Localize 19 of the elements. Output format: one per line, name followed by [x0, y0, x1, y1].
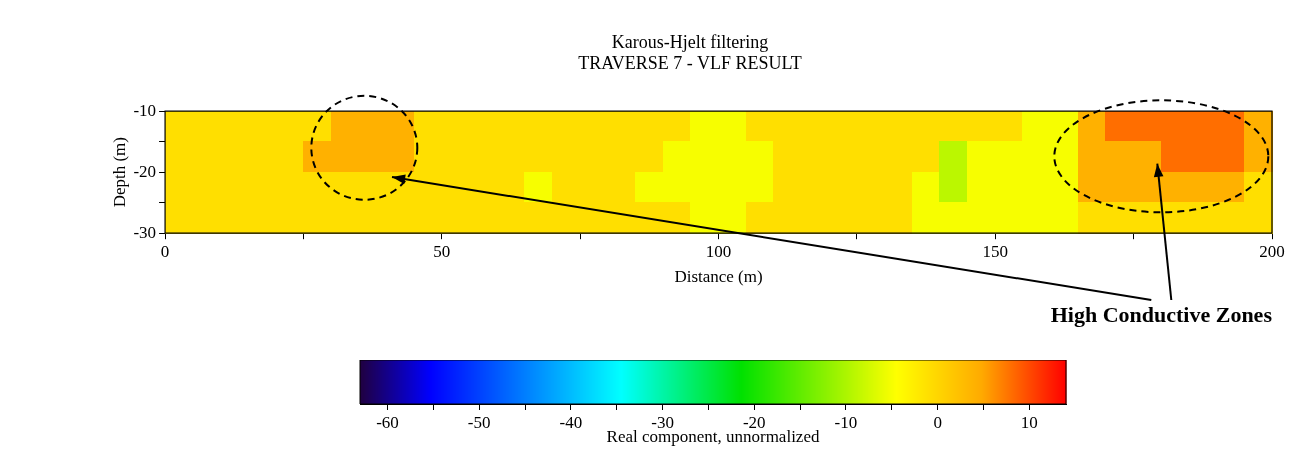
text: High Conductive Zones — [1050, 301, 1273, 327]
x-tick-label: 200 — [1259, 241, 1285, 261]
y-axis-title: Depth (m) — [109, 137, 129, 208]
color-bar-label: 10 — [1020, 412, 1038, 432]
color-bar-label: -50 — [467, 412, 491, 432]
x-tick-label: 0 — [160, 241, 170, 261]
x-tick-label: 100 — [705, 241, 732, 261]
y-tick-label: -10 — [133, 100, 157, 120]
color-bar-label: -10 — [834, 412, 858, 432]
chart-subtitle: TRAVERSE 7 - VLF RESULT — [578, 53, 802, 74]
chart-title: Karous-Hjelt filtering — [611, 31, 769, 52]
x-tick-label: 50 — [433, 241, 451, 261]
color-bar-label: 0 — [933, 412, 942, 432]
x-tick-label: 150 — [982, 241, 1009, 261]
y-tick-label: -30 — [133, 222, 157, 242]
x-axis-title: Distance (m) — [674, 267, 763, 287]
color-bar-label: -40 — [559, 412, 583, 432]
color-bar-label: -60 — [376, 412, 399, 432]
y-tick-label: -20 — [133, 161, 157, 181]
